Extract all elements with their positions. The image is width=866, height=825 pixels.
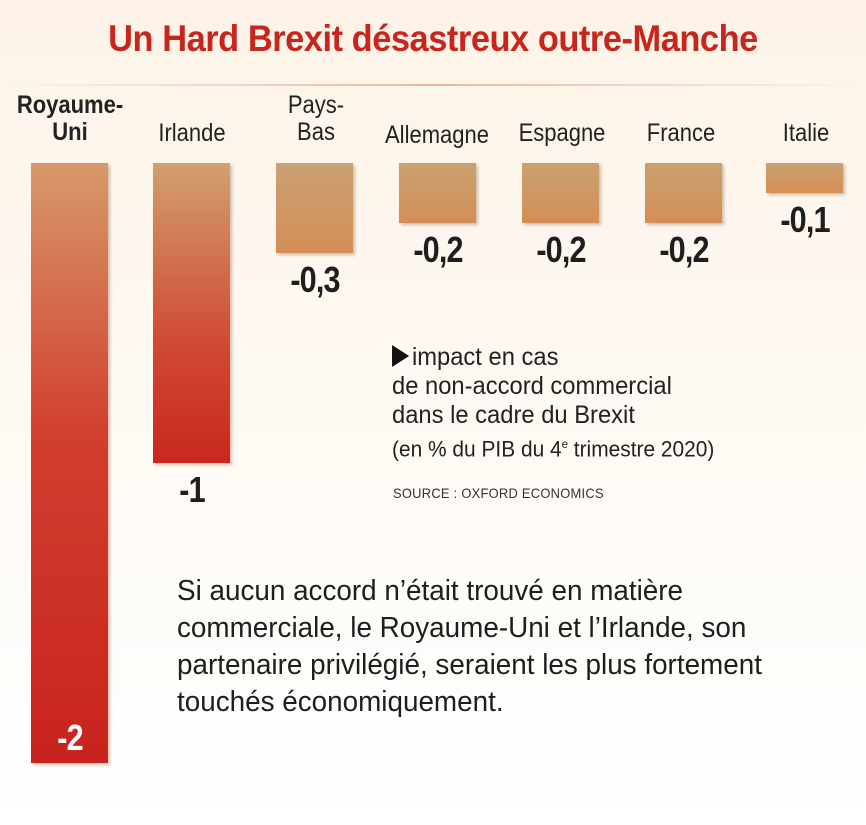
source-credit: SOURCE : OXFORD ECONOMICS [393, 485, 604, 501]
category-label: Espagne [500, 120, 623, 147]
category-label-line: Espagne [518, 119, 606, 147]
title-divider [8, 84, 858, 86]
bar [399, 163, 476, 223]
category-label-line: France [646, 119, 716, 147]
bar [31, 163, 108, 763]
category-label: Irlande [130, 120, 253, 147]
caption-note: Si aucun accord n’était trouvé en matièr… [177, 575, 762, 718]
value-label: -0,2 [658, 229, 709, 270]
value-label: -2 [56, 717, 83, 758]
category-label: Royaume- Uni [8, 92, 131, 146]
category-label-line: Allemagne [385, 121, 489, 149]
category-label: Italie [744, 120, 866, 147]
category-label-line: Pays- [287, 91, 345, 119]
category-label-line: Italie [782, 119, 830, 147]
bar [153, 163, 230, 463]
value-label: -0,2 [535, 229, 586, 270]
value-label: -0,2 [412, 229, 463, 270]
bar [766, 163, 843, 193]
legend-unit-sup: e [561, 437, 568, 451]
bar [276, 163, 353, 253]
category-label: Pays- Bas [254, 92, 377, 146]
legend-text-1: impact en cas [411, 343, 559, 371]
legend-line-3: dans le cadre du Brexit [392, 401, 635, 429]
category-label-line: Irlande [158, 119, 226, 147]
legend-unit-prefix: (en % du PIB du 4 [392, 436, 562, 462]
chart-title: Un Hard Brexit désastreux outre-Manche [108, 18, 758, 59]
value-label: -0,1 [779, 199, 830, 240]
legend: impact en cas de non-accord commercial d… [392, 343, 714, 463]
bar [645, 163, 722, 223]
triangle-marker-icon [392, 345, 410, 367]
legend-unit: (en % du PIB du 4e trimestre 2020) [392, 430, 714, 463]
value-label: -0,3 [289, 259, 340, 300]
legend-line-1: impact en cas [392, 343, 714, 372]
category-label: Allemagne [375, 122, 498, 149]
legend-unit-suffix: trimestre 2020) [567, 436, 715, 462]
category-label-line: Bas [297, 118, 335, 146]
value-label: -1 [178, 469, 205, 510]
legend-line-2: de non-accord commercial [392, 372, 672, 400]
category-label-line: Royaume- [16, 91, 124, 119]
category-label: France [619, 120, 742, 147]
category-label-line: Uni [52, 118, 88, 146]
bar [522, 163, 599, 223]
